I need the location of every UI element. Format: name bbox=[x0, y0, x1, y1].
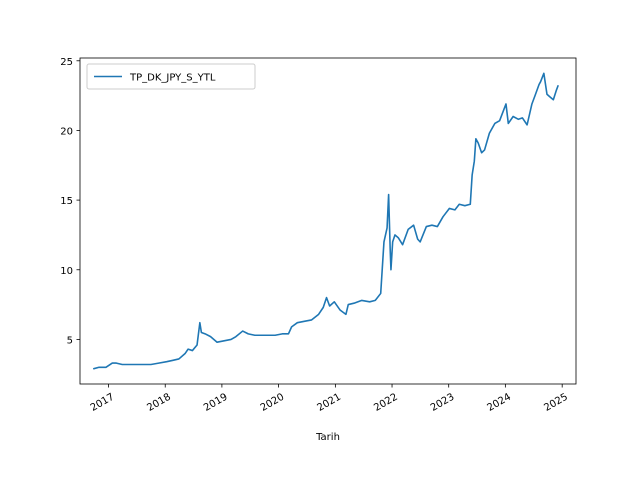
legend: TP_DK_JPY_S_YTL bbox=[86, 63, 256, 90]
axes-frame bbox=[79, 57, 577, 385]
series-line bbox=[93, 72, 559, 370]
legend-label: TP_DK_JPY_S_YTL bbox=[129, 73, 216, 84]
y-tick-label: 15 bbox=[60, 196, 73, 207]
y-tick-label: 20 bbox=[60, 126, 73, 137]
y-tick-label: 25 bbox=[60, 57, 73, 68]
legend-box bbox=[86, 63, 256, 90]
y-tick-label: 5 bbox=[67, 335, 73, 346]
x-axis-title: Tarih bbox=[315, 432, 340, 443]
y-tick-label: 10 bbox=[60, 266, 73, 277]
